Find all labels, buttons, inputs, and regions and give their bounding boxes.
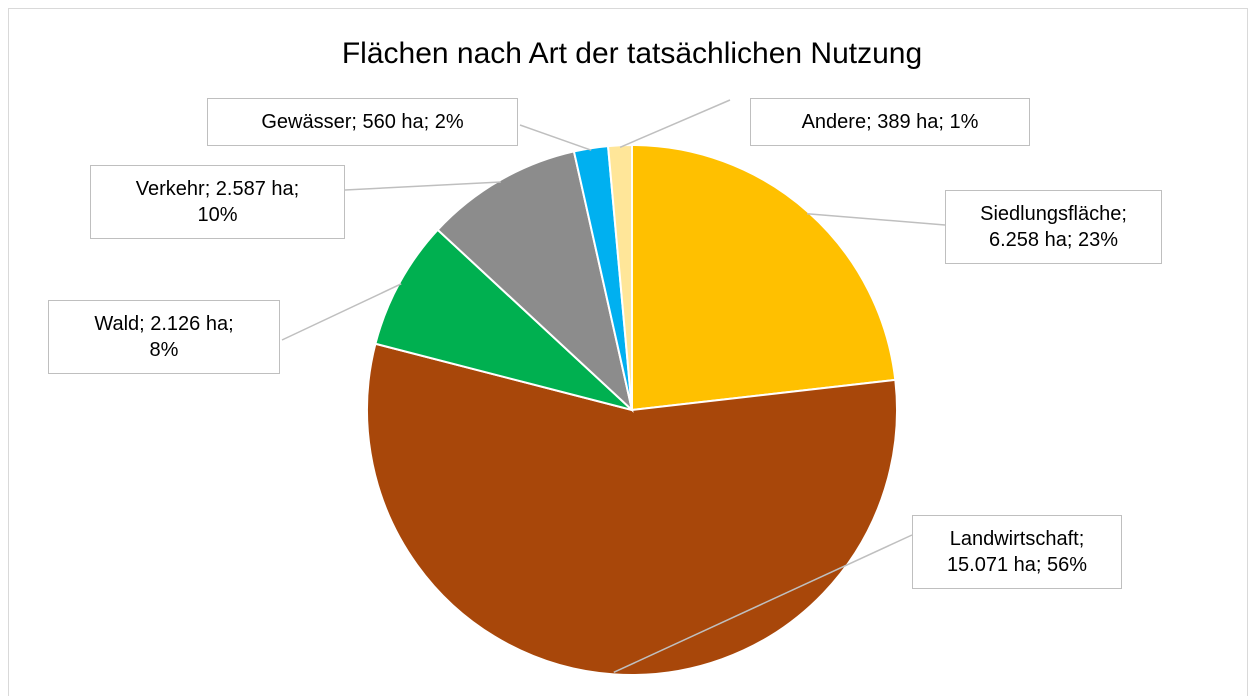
data-label: Siedlungsfläche; 6.258 ha; 23% [945, 190, 1162, 264]
leader-line [619, 99, 731, 148]
pie-slice [631, 143, 897, 412]
leader-line [519, 124, 592, 151]
leader-line [344, 181, 501, 191]
leader-line [281, 283, 402, 341]
leader-line [807, 212, 946, 226]
data-label: Gewässer; 560 ha; 2% [207, 98, 518, 146]
pie-slice [436, 150, 634, 413]
data-label: Wald; 2.126 ha; 8% [48, 300, 280, 374]
leader-lines [281, 99, 946, 674]
data-label: Verkehr; 2.587 ha; 10% [90, 165, 345, 239]
pie [366, 143, 898, 676]
pie-slice [366, 342, 898, 676]
pie-slice [374, 228, 633, 411]
data-label: Landwirtschaft; 15.071 ha; 56% [912, 515, 1122, 589]
data-label: Andere; 389 ha; 1% [750, 98, 1030, 146]
chart-title: Flächen nach Art der tatsächlichen Nutzu… [342, 37, 922, 70]
leader-line [613, 534, 913, 674]
pie-slice [606, 143, 633, 411]
